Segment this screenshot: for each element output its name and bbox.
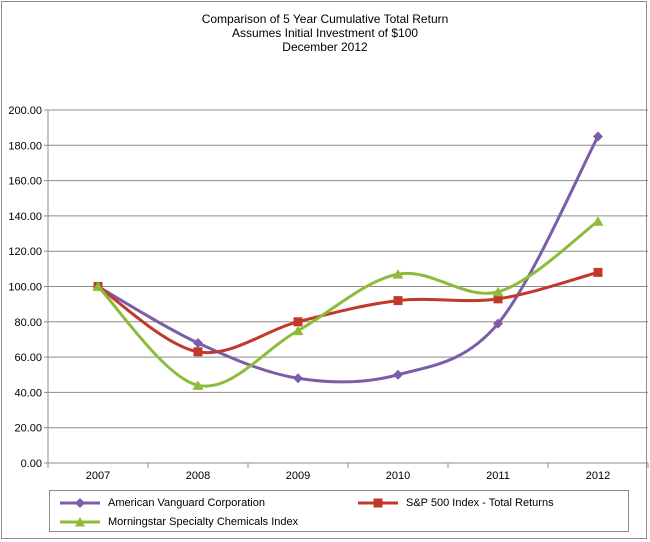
y-tick-label: 60.00 — [14, 352, 42, 364]
legend: American Vanguard Corporation S&P 500 In… — [49, 490, 629, 532]
series-line-1 — [97, 135, 600, 384]
y-tick-label: 80.00 — [14, 317, 42, 329]
legend-label-american-vanguard: American Vanguard Corporation — [108, 497, 265, 509]
data-point-diamond — [593, 131, 603, 142]
x-tick-label: 2011 — [486, 470, 510, 482]
data-point-diamond — [193, 337, 203, 348]
series-line-3 — [96, 219, 599, 388]
x-tick-label: 2010 — [386, 470, 410, 482]
x-tick-label: 2012 — [586, 470, 610, 482]
data-point-triangle — [92, 281, 104, 291]
y-tick-label: 140.00 — [8, 211, 42, 223]
data-point-diamond — [393, 369, 403, 380]
data-point-triangle — [192, 380, 204, 390]
y-tick-label: 0.00 — [21, 458, 42, 470]
x-tick-label: 2007 — [86, 470, 110, 482]
series-line-2 — [97, 270, 599, 355]
data-point-diamond — [493, 318, 503, 329]
y-tick-label: 120.00 — [8, 246, 42, 258]
data-point-triangle — [292, 325, 304, 336]
legend-label-morningstar: Morningstar Specialty Chemicals Index — [108, 516, 299, 528]
data-point-triangle — [592, 216, 604, 226]
y-tick-label: 100.00 — [8, 282, 42, 294]
data-point-square — [293, 317, 303, 327]
y-tick-label: 40.00 — [14, 387, 42, 399]
x-tick-label: 2008 — [186, 470, 210, 482]
data-point-square — [393, 296, 403, 306]
legend-diamond-icon — [60, 498, 100, 508]
legend-item-sp500: S&P 500 Index - Total Returns — [356, 495, 554, 511]
legend-label-sp500: S&P 500 Index - Total Returns — [406, 497, 554, 509]
legend-item-american-vanguard: American Vanguard Corporation — [58, 495, 265, 511]
data-point-triangle — [492, 286, 504, 297]
chart-title: Comparison of 5 Year Cumulative Total Re… — [0, 12, 650, 54]
legend-triangle-icon — [60, 517, 100, 527]
data-point-square — [193, 347, 203, 357]
y-tick-label: 180.00 — [8, 140, 42, 152]
chart-title-line-3: December 2012 — [282, 40, 368, 54]
data-point-diamond — [293, 373, 303, 384]
legend-square-icon — [358, 498, 398, 508]
y-tick-label: 20.00 — [14, 423, 42, 435]
data-point-square — [493, 294, 503, 304]
legend-item-morningstar: Morningstar Specialty Chemicals Index — [58, 514, 298, 530]
chart-title-line-2: Assumes Initial Investment of $100 — [231, 26, 419, 40]
y-tick-label: 160.00 — [8, 176, 42, 188]
data-point-triangle — [392, 269, 404, 279]
x-tick-label: 2009 — [286, 470, 310, 482]
y-tick-label: 200.00 — [8, 105, 42, 117]
chart-title-line-1: Comparison of 5 Year Cumulative Total Re… — [201, 12, 449, 26]
data-point-square — [593, 267, 603, 277]
